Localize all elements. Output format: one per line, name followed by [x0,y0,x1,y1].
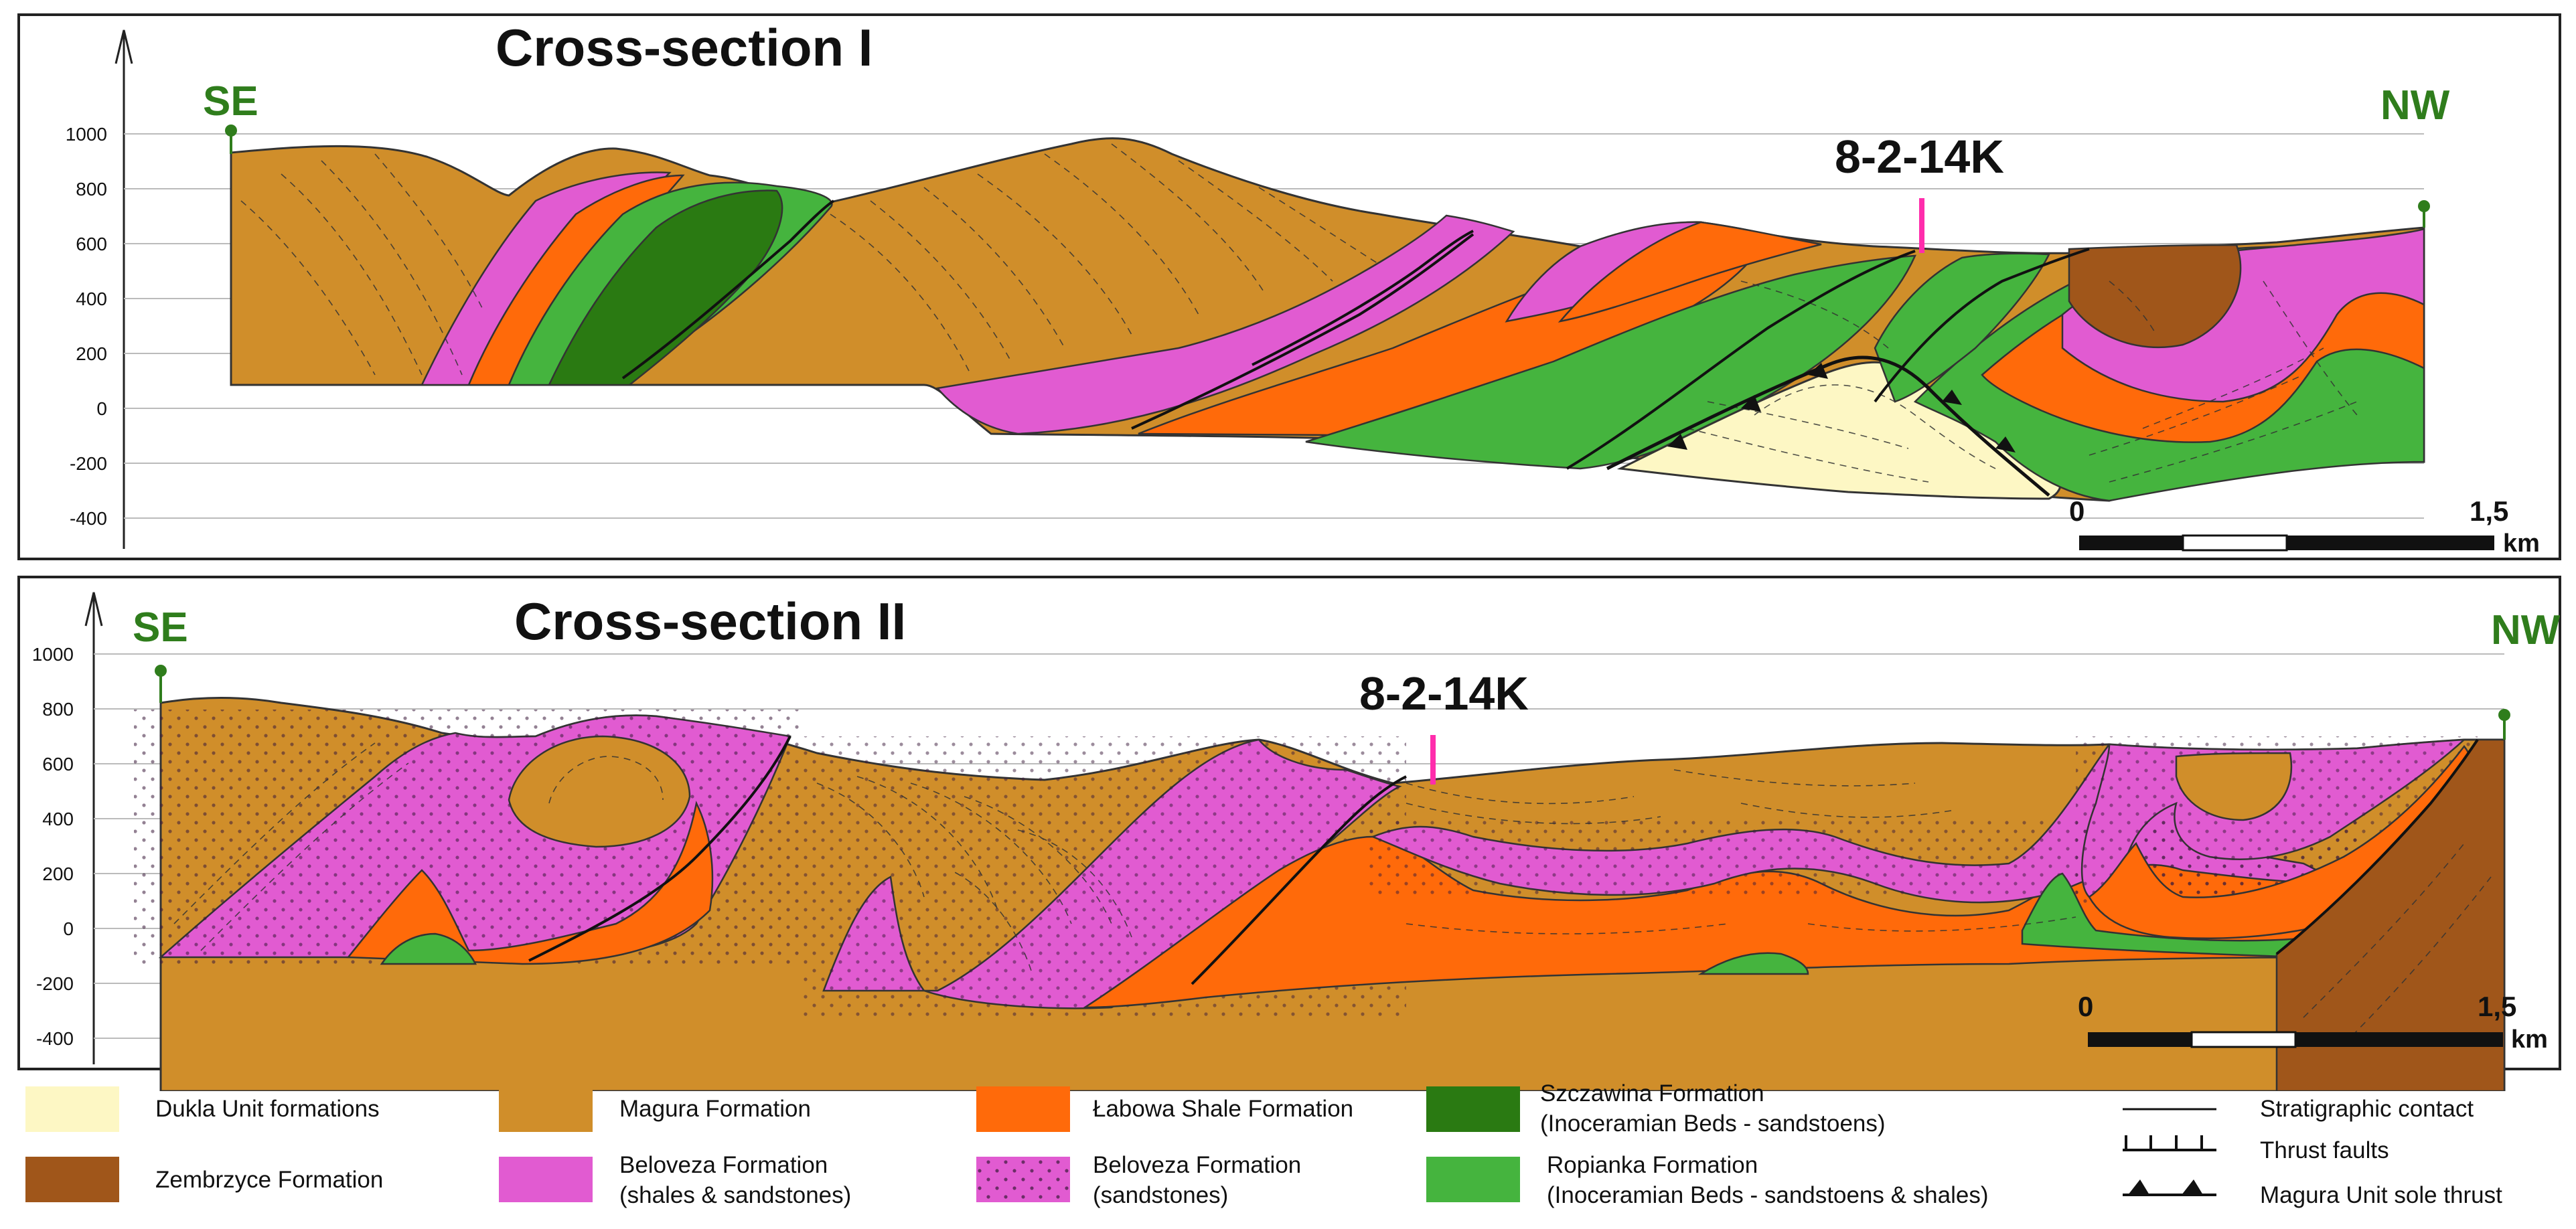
legend-label-sole-thrust: Magura Unit sole thrust [2260,1182,2502,1208]
legend-label-beloveza-shales-2: (shales & sandstones) [619,1182,851,1208]
section-1-se-label: SE [203,78,258,125]
legend: Dukla Unit formations Zembrzyce Formatio… [25,1080,2502,1208]
section-2-scale-start: 0 [2078,991,2093,1022]
legend-label-labowa: Łabowa Shale Formation [1093,1096,1353,1122]
section-1-geology [230,137,2425,502]
section-2-tick-800: 800 [42,699,74,720]
section-1-tick-400: 400 [76,289,107,309]
section-1-tick-800: 800 [76,179,107,199]
section-2-se-label: SE [133,604,188,651]
section-1-tick-minus200: -200 [70,453,107,474]
legend-label-beloveza-sand-1: Beloveza Formation [1093,1152,1301,1178]
legend-item-sole-thrust: Magura Unit sole thrust [2123,1179,2502,1208]
section-1-sole-thrust [1606,355,2050,497]
section-1-nw-label: NW [2380,82,2450,129]
section-1-scale-unit: km [2503,529,2540,558]
section-1-thrust-teeth [1667,363,2016,453]
section-1-title: Cross-section I [496,18,873,77]
section-2-ropianka-left [380,932,477,965]
section-2-geology [134,697,2506,1091]
section-2-ropianka-bottom [1697,952,1809,975]
legend-item-beloveza-sandstones: Beloveza Formation (sandstones) [976,1152,1301,1208]
legend-label-dukla: Dukla Unit formations [155,1096,380,1122]
cross-section-2: 1000 800 600 400 200 0 -200 -400 [17,576,2561,1091]
section-1-well-label: 8-2-14K [1835,131,2004,183]
section-1-scale-start: 0 [2069,495,2085,527]
section-1-nw-pin [2418,200,2430,228]
section-2-bedding-lines [173,742,2492,1045]
legend-label-beloveza-shales-1: Beloveza Formation [619,1152,828,1178]
legend-item-thrust-faults: Thrust faults [2123,1135,2389,1163]
section-1-tick-minus400: -400 [70,508,107,529]
section-2-nw-label: NW [2491,607,2561,653]
section-2-title: Cross-section II [514,592,906,651]
section-1-beloveza-dotted-central [935,214,1515,435]
section-2-tick-200: 200 [42,864,74,884]
legend-label-magura: Magura Formation [619,1096,811,1122]
legend-item-dukla: Dukla Unit formations [25,1086,380,1132]
section-1-ropianka-central [1305,254,1916,470]
section-2-tick-1000: 1000 [32,644,74,665]
legend-label-beloveza-sand-2: (sandstones) [1093,1182,1228,1208]
section-1-ropianka-wedge [1874,252,2050,403]
section-2-thrust-faults [528,736,2479,985]
legend-label-ropianka-2: (Inoceramian Beds - sandstoens & shales) [1547,1182,1989,1208]
section-2-tick-0: 0 [63,918,74,939]
section-1-bedding-lines [240,143,2358,483]
section-2-se-pin [155,665,167,703]
section-2-scale-end: 1,5 [2478,991,2516,1022]
section-1-zembrzyce [2068,244,2242,349]
section-2-tick-400: 400 [42,809,74,829]
legend-item-zembrzyce: Zembrzyce Formation [25,1157,383,1202]
legend-label-ropianka-1: Ropianka Formation [1547,1152,1758,1178]
section-1-se-pin [225,125,237,154]
legend-label-zembrzyce: Zembrzyce Formation [155,1167,383,1193]
legend-label-szczawina-1: Szczawina Formation [1540,1080,1764,1107]
section-2-tick-600: 600 [42,754,74,774]
section-1-tick-600: 600 [76,234,107,254]
legend-label-thrust-faults: Thrust faults [2260,1137,2389,1163]
legend-label-strat-contact: Stratigraphic contact [2260,1096,2474,1122]
legend-item-ropianka: Ropianka Formation (Inoceramian Beds - s… [1426,1152,1989,1208]
section-2-scale-unit: km [2511,1026,2548,1054]
section-2-well-label: 8-2-14K [1359,667,1529,720]
cross-section-1: 1000 800 600 400 200 0 -200 -400 [17,13,2561,560]
legend-item-beloveza-shales: Beloveza Formation (shales & sandstones) [499,1152,851,1208]
section-1-tick-0: 0 [96,398,107,419]
section-2-nw-pin [2498,709,2510,740]
section-1-scale-bar: 0 1,5 km [2069,495,2540,558]
section-1-labowa-mid [1558,221,1822,323]
section-1-tick-1000: 1000 [66,124,107,145]
section-1-frame [17,13,2561,560]
section-2-scale-bar: 0 1,5 km [2078,991,2548,1054]
legend-item-szczawina: Szczawina Formation (Inoceramian Beds - … [1426,1080,1886,1137]
legend-item-labowa: Łabowa Shale Formation [976,1086,1353,1132]
section-1-szczawina-left [548,189,783,386]
section-1-thrust-faults [621,199,2090,470]
section-2-magura-fold-core [508,735,691,848]
legend-label-szczawina-2: (Inoceramian Beds - sandstoens) [1540,1111,1886,1137]
legend-item-magura: Magura Formation [499,1086,811,1132]
section-2-tick-minus400: -400 [36,1028,74,1049]
section-1-tick-200: 200 [76,343,107,364]
section-2-labowa-left [346,801,714,965]
legend-item-strat-contact: Stratigraphic contact [2123,1096,2474,1122]
section-1-scale-end: 1,5 [2470,495,2508,527]
section-2-tick-minus200: -200 [36,973,74,994]
section-2-magura-right-core [2175,752,2293,821]
